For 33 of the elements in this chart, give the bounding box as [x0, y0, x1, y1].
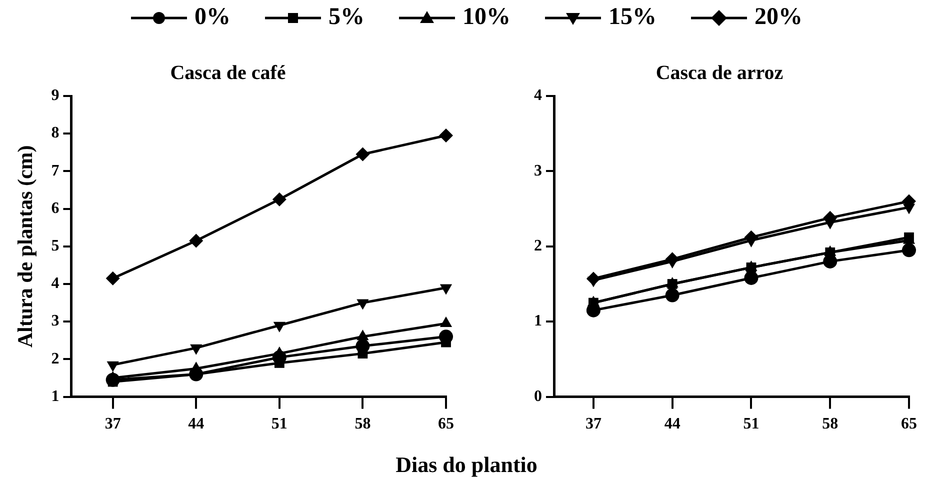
y-tick-label: 6: [51, 200, 60, 217]
legend-label: 10%: [462, 4, 510, 31]
legend-label: 20%: [754, 4, 802, 31]
x-tick-label: 65: [438, 416, 454, 433]
x-tick-label: 51: [743, 416, 760, 433]
y-tick-label: 0: [534, 388, 542, 405]
y-tick-label: 1: [51, 388, 60, 405]
y-tick-label: 2: [51, 350, 60, 368]
y-tick-label: 4: [51, 275, 60, 292]
x-tick-label: 44: [188, 416, 204, 433]
y-tick-label: 3: [51, 312, 60, 330]
y-tick-label: 4: [534, 87, 542, 104]
y-axis-title: Altura de plantas (cm): [13, 145, 38, 348]
x-tick-label: 58: [822, 416, 838, 433]
y-tick-label: 3: [534, 162, 542, 180]
x-tick-label: 37: [104, 416, 121, 433]
y-tick-label: 2: [534, 238, 542, 255]
x-axis-title: Dias do plantio: [394, 452, 538, 478]
legend-label: 5%: [328, 4, 364, 31]
y-tick-label: 8: [51, 124, 60, 142]
x-tick-label: 37: [585, 416, 602, 433]
y-tick-label: 5: [51, 238, 60, 255]
legend-label: 0%: [194, 4, 230, 31]
y-tick-label: 1: [534, 312, 542, 330]
y-tick-label: 9: [51, 87, 60, 104]
chart-title: Casca de café: [170, 62, 286, 84]
x-tick-label: 44: [664, 416, 680, 433]
x-tick-label: 51: [271, 416, 288, 433]
legend-label: 15%: [608, 4, 656, 31]
chart-title: Casca de arroz: [656, 62, 784, 84]
x-tick-label: 65: [901, 416, 917, 433]
x-tick-label: 58: [354, 416, 371, 433]
y-tick-label: 7: [51, 162, 60, 180]
